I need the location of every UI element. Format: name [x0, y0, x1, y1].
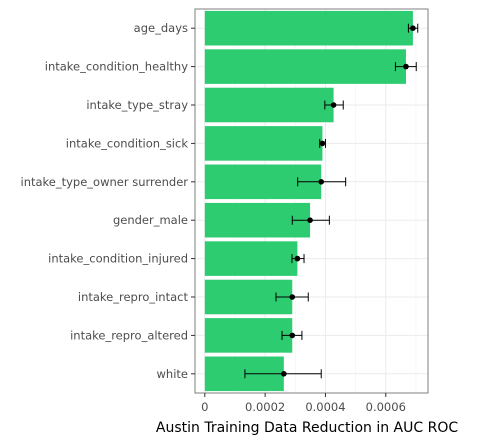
- x-tick-label: 0.0002: [245, 400, 285, 414]
- bar: [204, 87, 334, 123]
- data-point: [318, 179, 325, 185]
- data-point: [330, 102, 337, 108]
- x-tick-label: 0.0006: [366, 400, 406, 414]
- bars: [204, 10, 413, 392]
- data-point: [289, 294, 296, 300]
- data-point: [410, 25, 416, 32]
- data-point: [294, 255, 301, 262]
- bar: [204, 49, 406, 84]
- bar: [204, 10, 413, 46]
- data-point: [319, 140, 326, 147]
- y-tick-label: intake_type_owner surrender: [21, 175, 189, 189]
- x-tick-label: 0: [201, 400, 208, 414]
- y-axis: white intake_repro_altered intake_repro_in…: [21, 21, 195, 381]
- bar: [204, 318, 293, 353]
- y-tick-label: intake_repro_intact: [78, 290, 189, 304]
- x-tick-label: 0.0004: [305, 400, 345, 414]
- x-axis-title: Austin Training Data Reduction in AUC RO…: [156, 420, 458, 436]
- y-tick-label: white: [157, 367, 188, 381]
- y-tick-label: intake_repro_altered: [70, 328, 188, 342]
- x-axis: 0 0.0002 0.0004 0.0006: [201, 393, 406, 414]
- data-point: [307, 217, 313, 223]
- data-point: [281, 371, 287, 377]
- y-tick-label: intake_condition_sick: [66, 136, 189, 150]
- y-tick-label: intake_condition_healthy: [45, 60, 188, 74]
- data-point: [403, 63, 409, 70]
- bar: [204, 241, 298, 276]
- plot-border: [194, 8, 429, 394]
- bar: [204, 126, 323, 161]
- y-tick-label: gender_male: [113, 213, 188, 227]
- y-tick-label: intake_condition_injured: [48, 252, 188, 266]
- data-point: [289, 332, 296, 339]
- y-tick-label: intake_type_stray: [86, 98, 188, 112]
- y-tick-label: age_days: [134, 21, 188, 35]
- error-bars: [244, 23, 419, 379]
